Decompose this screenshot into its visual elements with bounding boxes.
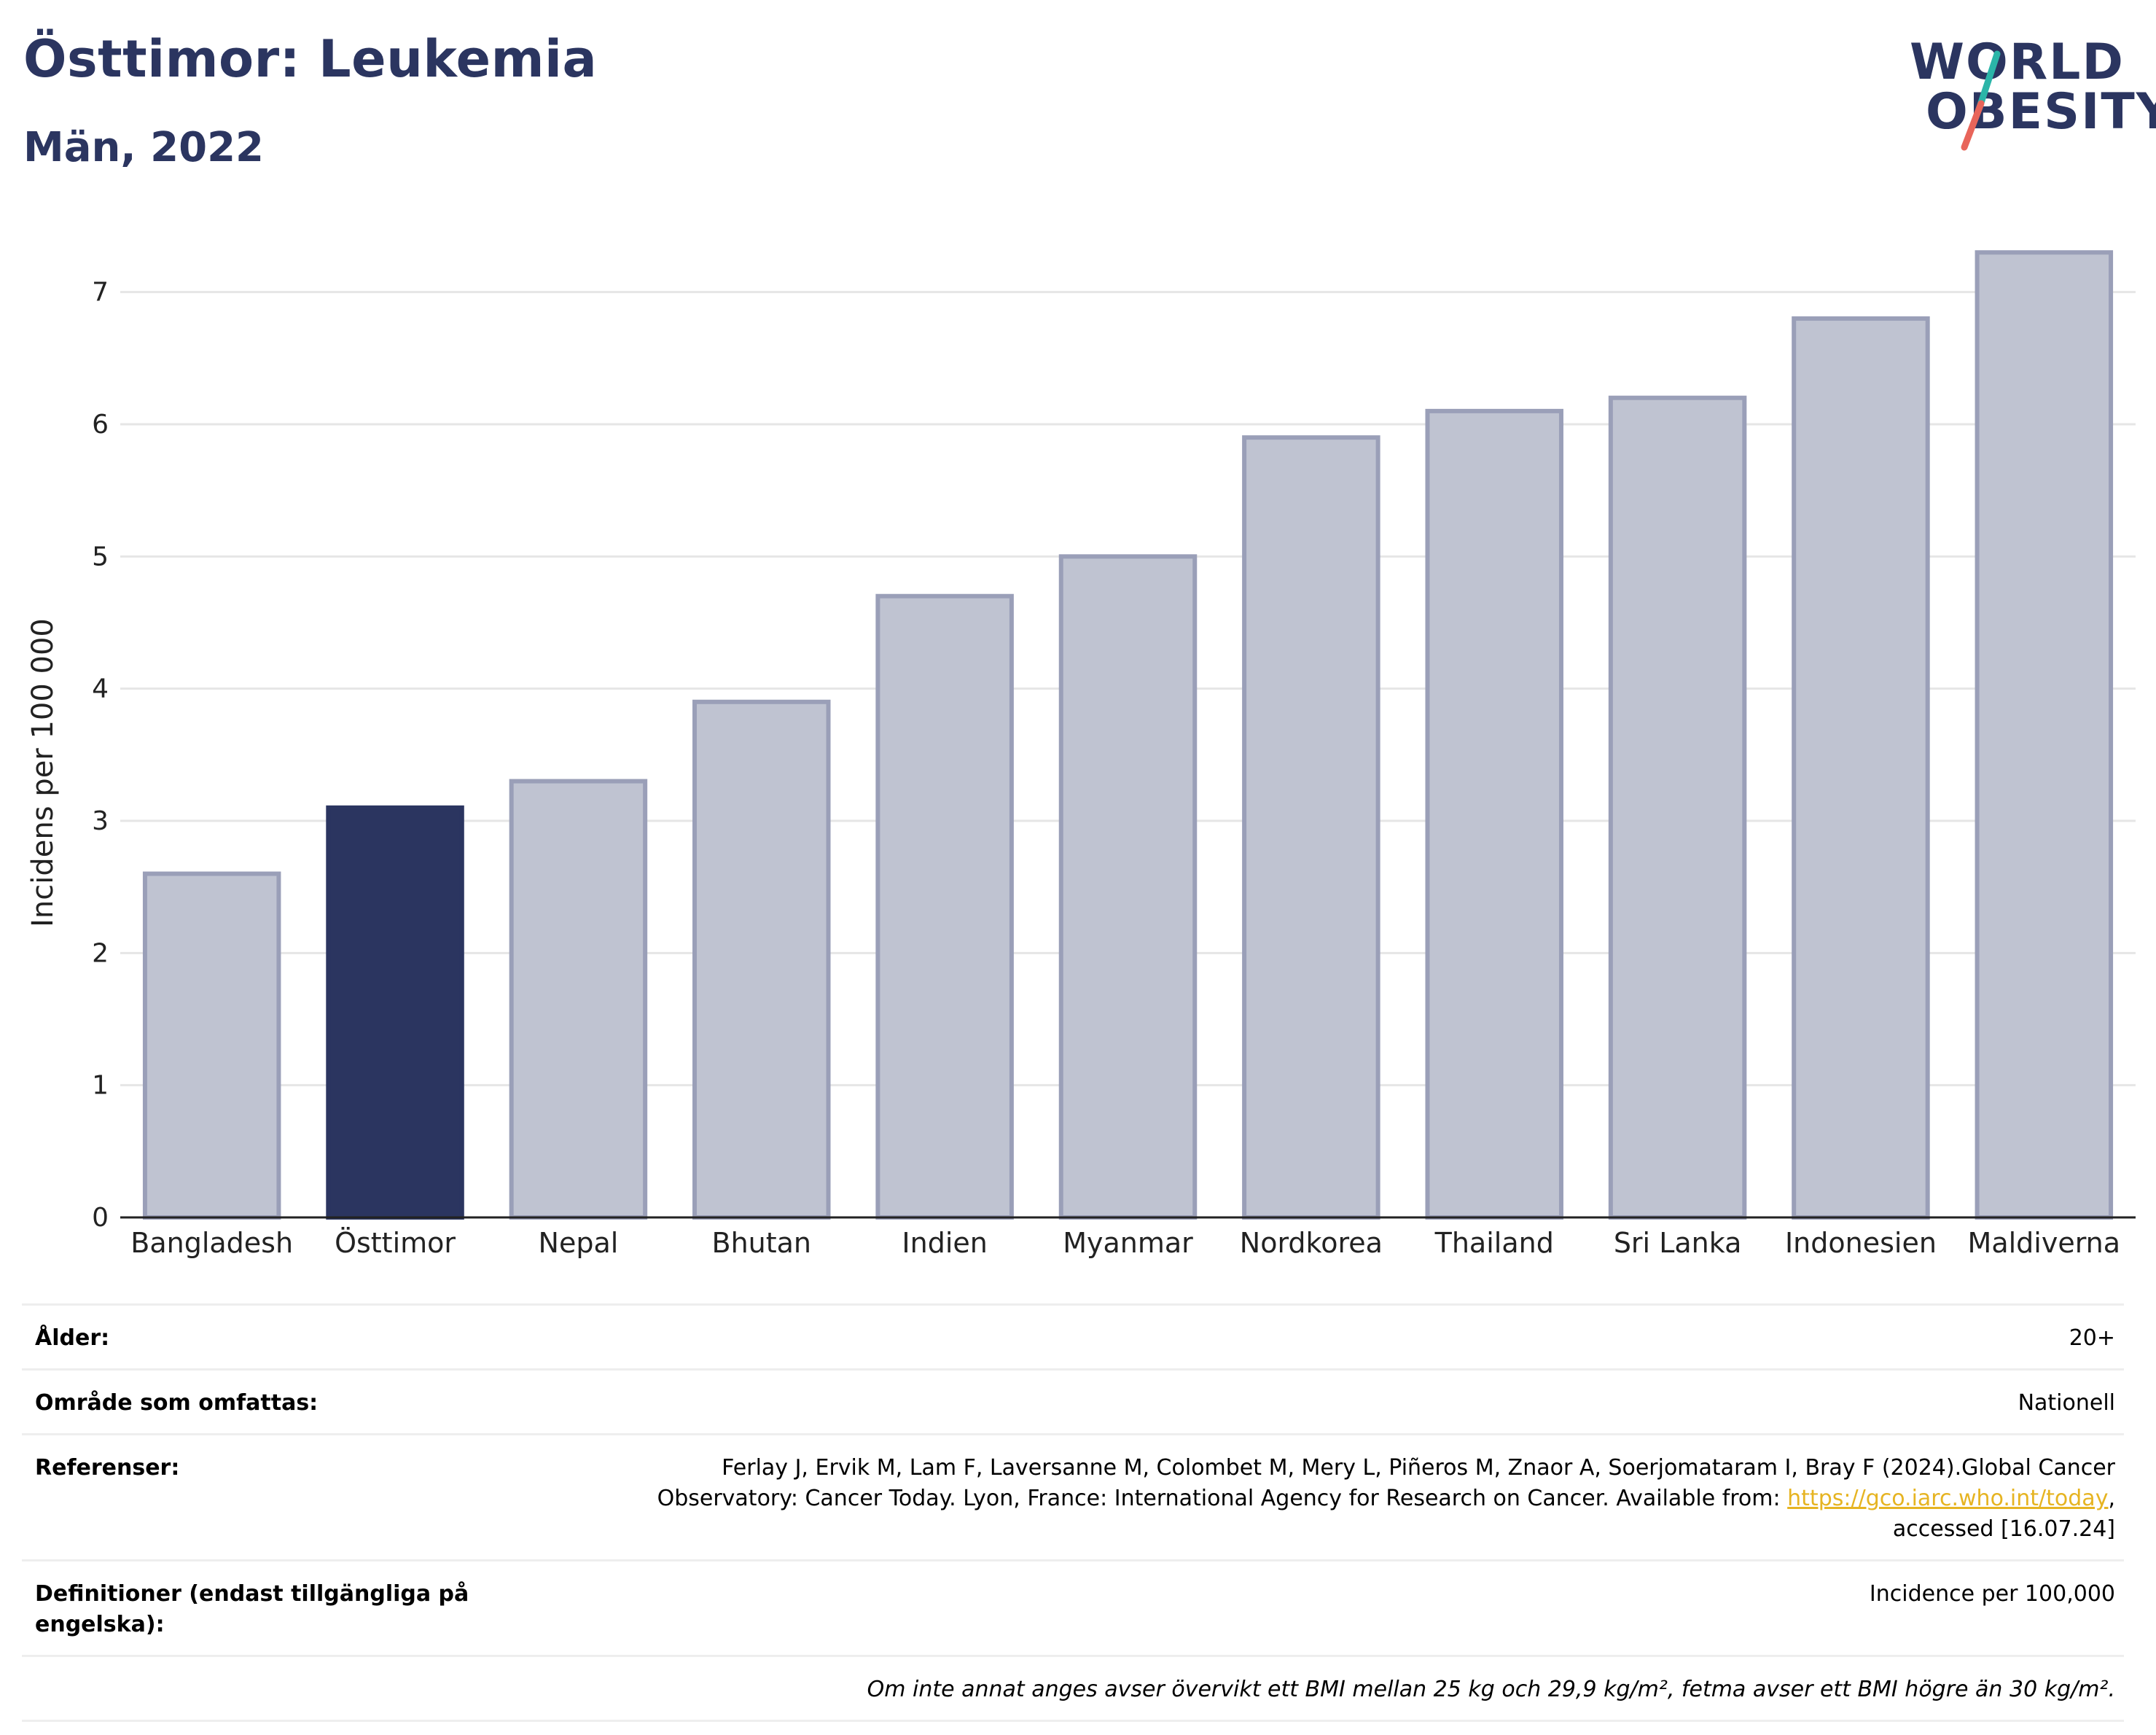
y-tick-label: 1 [92,1071,109,1101]
meta-row-area: Område som omfattas: Nationell [22,1368,2124,1433]
references-link[interactable]: https://gco.iarc.who.int/today [1787,1486,2109,1511]
references-accessed: , accessed [16.07.24] [1892,1486,2115,1542]
definitions-label: Definitioner (endast tillgängliga på eng… [35,1581,469,1637]
metadata-table: Ålder: 20+ Område som omfattas: Nationel… [22,1303,2124,1722]
x-tick-label: Nordkorea [1240,1227,1383,1259]
y-tick-label: 0 [92,1203,109,1233]
x-tick-label: Indien [902,1227,987,1259]
logo-slash-icon [1961,50,2001,151]
y-tick-label: 2 [92,938,109,968]
x-tick-label: Indonesien [1785,1227,1937,1259]
references-label: Referenser: [35,1455,180,1481]
bar [1608,395,1747,1220]
y-tick-label: 6 [92,410,109,440]
bar [509,779,648,1220]
bar [1425,408,1563,1220]
y-tick-label: 3 [92,806,109,836]
bar [1792,316,1930,1220]
definitions-value: Incidence per 100,000 [1869,1581,2115,1607]
x-tick-label: Sri Lanka [1614,1227,1742,1259]
chart-subtitle: Män, 2022 [23,124,265,171]
area-value: Nationell [2018,1390,2115,1416]
age-value: 20+ [2069,1325,2115,1351]
bar [326,805,464,1220]
x-tick-label: Östtimor [335,1227,456,1259]
y-tick-label: 5 [92,542,109,572]
bar [875,593,1014,1220]
chart-title: Östtimor: Leukemia [23,29,598,89]
logo-text-world: WORLD [1910,34,2125,91]
meta-row-note: Om inte annat anges avser övervikt ett B… [22,1655,2124,1722]
bar [1058,554,1198,1220]
bar [1242,435,1380,1220]
x-tick-label: Thailand [1434,1227,1554,1259]
x-tick-label: Bangladesh [130,1227,293,1259]
area-label: Område som omfattas: [35,1390,319,1416]
bar [1975,250,2114,1220]
x-tick-label: Bhutan [712,1227,812,1259]
world-obesity-logo: WORLD OBESITY [1895,29,2156,160]
y-axis-label: Incidens per 100 000 [26,618,60,927]
age-label: Ålder: [35,1325,110,1351]
y-tick-label: 4 [92,674,109,704]
y-tick-label: 7 [92,278,109,308]
meta-row-age: Ålder: 20+ [22,1303,2124,1368]
bar-chart: 0 1 2 3 4 5 6 7 Incidens per 100 000 Bangladesh Ös… [26,250,2136,1259]
meta-row-definitions: Definitioner (endast tillgängliga på eng… [22,1559,2124,1655]
x-tick-label: Nepal [539,1227,619,1259]
logo-text-obesity: OBESITY [1926,83,2156,141]
bmi-note: Om inte annat anges avser övervikt ett B… [867,1677,2115,1702]
bar [142,871,281,1220]
x-tick-label: Myanmar [1063,1227,1193,1259]
references-value: Ferlay J, Ervik M, Lam F, Laversanne M, … [501,1453,2115,1545]
bar [692,699,831,1220]
x-tick-label: Maldiverna [1968,1227,2121,1259]
references-text: Ferlay J, Ervik M, Lam F, Laversanne M, … [657,1455,2115,1511]
meta-row-references: Referenser: Ferlay J, Ervik M, Lam F, La… [22,1433,2124,1559]
